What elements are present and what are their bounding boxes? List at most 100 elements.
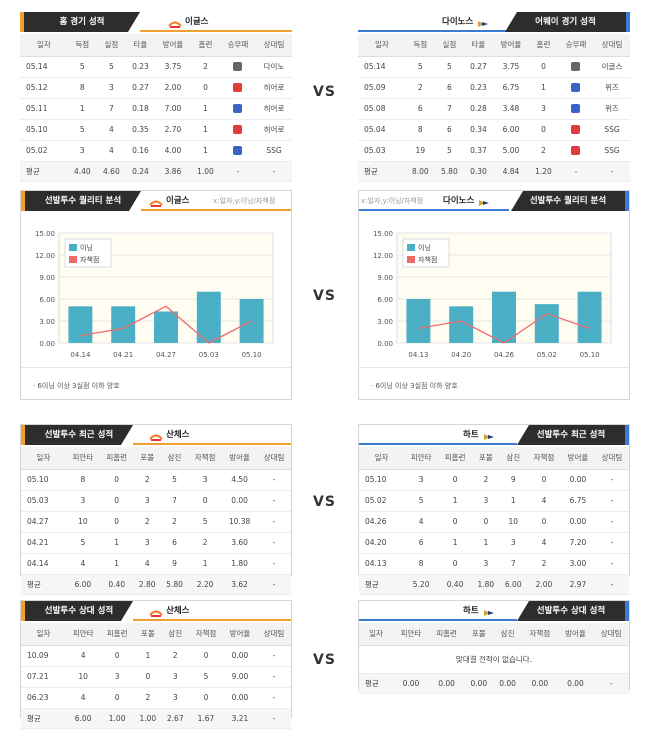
table-cell: 0 [134, 666, 162, 688]
table-cell: 3 [133, 532, 161, 554]
draw-result-icon [571, 62, 581, 72]
column-header: 실점 [434, 34, 464, 57]
eagles-logo-icon [149, 196, 163, 207]
table-cell: 05.02 [359, 490, 405, 512]
table-cell: 07.21 [21, 666, 67, 688]
table-cell: 05.10 [21, 469, 66, 491]
result-badge [219, 119, 256, 141]
table-cell: - [594, 490, 629, 512]
table-cell: 1 [99, 553, 134, 575]
table-cell: 1 [438, 532, 473, 554]
table-row: 04.21 5 1 3 6 2 3.60- [21, 532, 291, 554]
table-cell: 4 [133, 553, 161, 575]
average-cell: 5.20 [404, 574, 439, 595]
table-cell: 10 [66, 666, 101, 688]
table-cell: 3 [472, 553, 500, 575]
average-cell: 1.00 [190, 161, 220, 182]
table-cell: 1 [134, 645, 162, 667]
column-header: 일자 [358, 34, 406, 57]
table-cell: 5.00 [492, 140, 529, 162]
column-header: 일자 [21, 447, 66, 470]
column-header: 자책점 [188, 623, 223, 646]
table-cell: 1.80 [222, 553, 258, 575]
average-cell: - [594, 574, 629, 595]
vs-label-4: VS [313, 652, 336, 668]
average-row: 평균 6.00 1.00 1.00 2.67 1.67 3.21- [21, 708, 291, 729]
table-cell: 10.38 [222, 511, 258, 533]
table-cell: 0.27 [463, 56, 493, 78]
inning-bar [577, 291, 602, 343]
column-header: 피안타 [66, 623, 101, 646]
home-pitcher-recent-panel: 선발투수 최근 성적 산체스 일자 피안타 피홈런 포볼 삼진 자책점 방어율 상대팀 05.1… [20, 424, 292, 595]
table-row: 05.14 5 5 0.27 3.75 0 이글스 [358, 56, 630, 78]
table-cell: 9 [499, 469, 527, 491]
column-header: 피홈런 [99, 447, 134, 470]
table-cell: - [256, 645, 291, 667]
table-cell: 4.50 [222, 469, 258, 491]
table-cell: 05.04 [358, 119, 406, 141]
away-vs-pitcher-tag: 하트 [463, 601, 499, 621]
vs-label-2: VS [313, 288, 336, 304]
table-cell: 05.03 [358, 140, 406, 162]
column-header: 삼진 [499, 447, 527, 470]
x-tick-label: 04.27 [156, 351, 176, 359]
table-row: 05.10 8 0 2 5 3 4.50- [21, 469, 291, 491]
table-cell: 04.20 [359, 532, 405, 554]
column-header: 방어율 [557, 623, 594, 646]
lose-result-icon [233, 125, 243, 135]
table-cell: 05.09 [358, 77, 406, 99]
draw-result-icon [233, 62, 243, 72]
table-row: 04.13 8 0 3 7 2 3.00- [359, 553, 629, 575]
legend-inning-swatch [69, 244, 77, 251]
table-cell: 9.00 [222, 666, 257, 688]
table-cell: 05.14 [358, 56, 406, 78]
average-row: 평균 6.00 0.40 2.80 5.80 2.20 3.62- [21, 574, 291, 595]
table-cell: 히어로 [255, 77, 292, 99]
away-quality-team-name: 다이노스 [443, 196, 475, 206]
table-cell: - [257, 532, 291, 554]
y-tick-label: 6.00 [377, 296, 393, 304]
table-cell: 0 [188, 645, 223, 667]
average-cell: 2.00 [526, 574, 561, 595]
table-cell: 6.75 [560, 490, 595, 512]
legend-inning-swatch [407, 244, 415, 251]
average-cell: 1.80 [472, 574, 500, 595]
home-team-tag: 이글스 [168, 12, 208, 32]
table-cell: 1 [528, 77, 558, 99]
column-header: 포볼 [133, 447, 161, 470]
table-cell: 8 [65, 469, 100, 491]
table-cell: 05.02 [20, 140, 68, 162]
x-tick-label: 05.10 [242, 351, 262, 359]
result-badge [219, 56, 256, 78]
column-header: 일자 [359, 623, 394, 646]
home-vs-title: 선발투수 상대 성적 [21, 601, 133, 621]
table-row: 04.20 6 1 1 3 4 7.20- [359, 532, 629, 554]
table-cell: 19 [405, 140, 435, 162]
average-cell: 2.20 [188, 574, 222, 595]
column-header: 실점 [96, 34, 126, 57]
y-tick-label: 12.00 [35, 252, 55, 260]
home-quality-title: 선발투수 퀄리티 분석 [21, 191, 141, 211]
table-header-row: 일자 득점 실점 타율 방어율 홈런 승무패 상대팀 [20, 34, 292, 57]
average-cell: 평균 [21, 574, 66, 595]
table-cell: 4 [404, 511, 439, 533]
result-badge [557, 140, 594, 162]
table-cell: 04.27 [21, 511, 66, 533]
x-tick-label: 04.20 [451, 351, 471, 359]
table-cell: 05.14 [20, 56, 68, 78]
average-cell: 5.80 [434, 161, 464, 182]
table-cell: 5 [96, 56, 126, 78]
away-pitcher-recent-table: 일자 피안타 피홈런 포볼 삼진 자책점 방어율 상대팀 05.10 3 0 2 9 0 0.00-05.0… [359, 447, 629, 595]
table-cell: 0 [188, 687, 223, 709]
average-cell: 평균 [359, 574, 405, 595]
table-cell: 0 [438, 469, 473, 491]
table-cell: 3 [133, 490, 161, 512]
average-cell: - [257, 574, 291, 595]
average-cell: 3.86 [154, 161, 191, 182]
table-cell: 0.00 [222, 687, 257, 709]
table-cell: 2 [405, 77, 435, 99]
vs-label-1: VS [313, 84, 336, 100]
table-cell: - [257, 490, 291, 512]
y-tick-label: 0.00 [377, 340, 393, 348]
